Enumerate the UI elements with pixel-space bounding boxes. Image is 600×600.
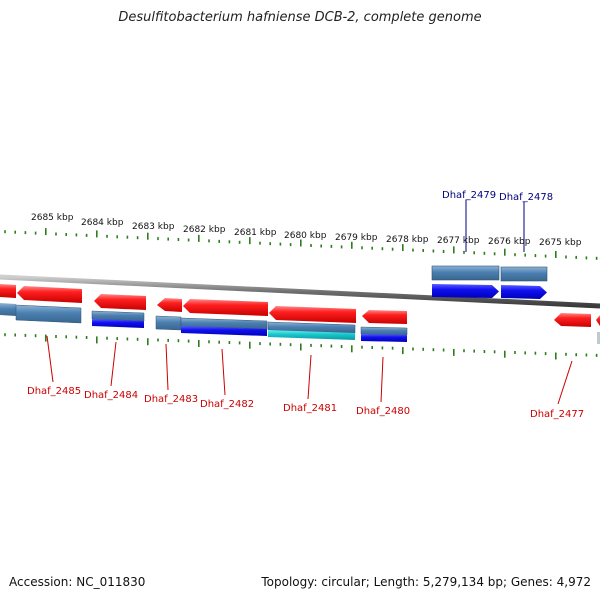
genome-backbone [0,274,600,309]
accession-text: Accession: NC_011830 [9,575,146,589]
scale-label-2679: 2679 kbp [335,233,378,243]
cds-feature-partial-right[interactable] [597,332,600,344]
reverse-features [0,303,600,344]
gene-label-dhaf-2477[interactable]: Dhaf_2477 [530,409,584,420]
scale-labels: 2685 kbp 2684 kbp 2683 kbp 2682 kbp 2681… [31,213,582,248]
cds-feature-2479[interactable] [431,265,500,281]
rna-bar-2481[interactable] [268,330,355,340]
genome-stats-text: Topology: circular; Length: 5,279,134 bp… [261,575,591,589]
gene-bar-2482[interactable] [181,326,267,336]
gene-arrow-dhaf-2477[interactable] [554,313,591,327]
gene-label-dhaf-2478[interactable]: Dhaf_2478 [499,192,553,203]
inner-scale-ticks [4,333,598,360]
gene-label-dhaf-2480[interactable]: Dhaf_2480 [356,406,410,417]
label-leaders [46,200,573,405]
gene-labels: Dhaf_2485 Dhaf_2484 Dhaf_2483 Dhaf_2482 … [27,190,584,420]
gene-label-dhaf-2479[interactable]: Dhaf_2479 [442,190,496,201]
gene-arrow-dhaf-2478[interactable] [501,285,547,299]
scale-label-2675: 2675 kbp [539,238,582,248]
gene-label-dhaf-2485[interactable]: Dhaf_2485 [27,386,81,397]
gene-arrow-dhaf-2483[interactable] [157,298,182,312]
scale-label-2681: 2681 kbp [234,228,277,238]
cds-feature-2478[interactable] [500,266,548,282]
leader-dhaf-2483 [165,343,169,391]
gene-arrow-dhaf-2481[interactable] [269,306,356,323]
forward-features [431,265,548,299]
leader-dhaf-2480 [380,356,384,403]
gene-bar-2480[interactable] [361,334,407,342]
gene-label-dhaf-2483[interactable]: Dhaf_2483 [144,394,198,405]
leader-dhaf-2484 [110,341,117,387]
gene-arrow-dhaf-2484[interactable] [94,294,146,310]
gene-label-dhaf-2481[interactable]: Dhaf_2481 [283,403,337,414]
leader-dhaf-2481 [307,354,312,400]
gene-label-dhaf-2484[interactable]: Dhaf_2484 [84,390,138,401]
scale-label-2682: 2682 kbp [183,225,226,235]
gene-arrow-partial-left[interactable] [0,284,16,298]
gene-arrow-partial-right[interactable] [596,315,600,326]
gene-bar-2484[interactable] [92,319,144,328]
leader-dhaf-2482 [221,348,226,396]
gene-arrow-dhaf-2485[interactable] [17,286,82,303]
outer-scale-ticks [4,228,598,260]
leader-dhaf-2485 [46,335,54,383]
scale-label-2683: 2683 kbp [132,222,175,232]
scale-label-2677: 2677 kbp [437,236,480,246]
gene-arrow-dhaf-2480[interactable] [362,310,407,324]
gene-label-dhaf-2482[interactable]: Dhaf_2482 [200,399,254,410]
leader-dhaf-2477 [557,360,573,405]
scale-label-2676: 2676 kbp [488,237,531,247]
page-title: Desulfitobacterium hafniense DCB-2, comp… [118,10,482,25]
scale-label-2684: 2684 kbp [81,218,124,228]
gene-arrow-dhaf-2479[interactable] [432,284,499,298]
cds-feature-2480[interactable] [360,326,408,336]
cds-feature-2485[interactable] [15,304,82,324]
cds-feature-2483[interactable] [155,315,182,331]
scale-label-2678: 2678 kbp [386,235,429,245]
scale-label-2680: 2680 kbp [284,231,327,241]
scale-label-2685: 2685 kbp [31,213,74,223]
gene-arrow-dhaf-2482[interactable] [183,299,268,316]
cds-feature-partial-left[interactable] [0,303,16,316]
reverse-genes [0,284,600,327]
